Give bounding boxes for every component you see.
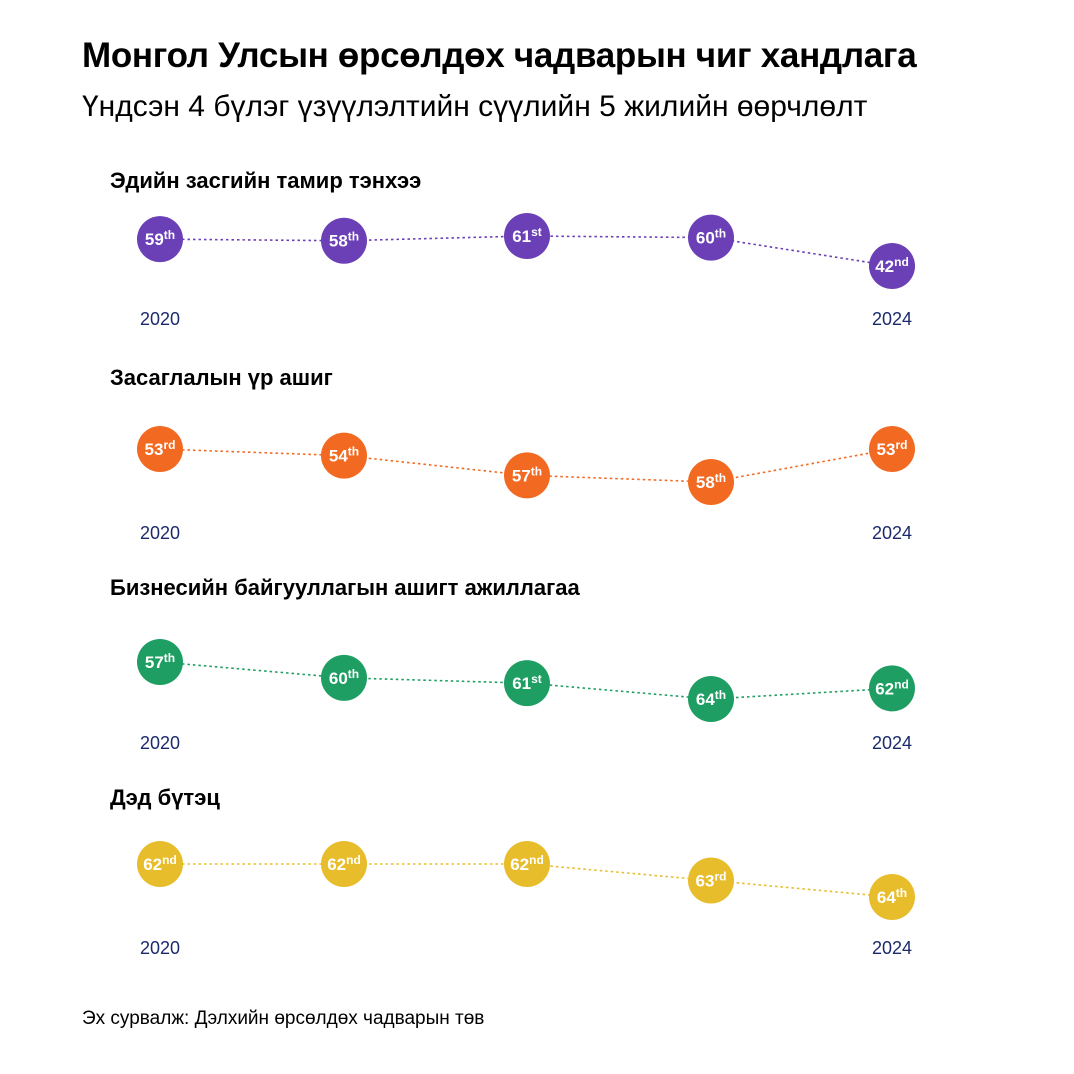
year-tick-label: 2020	[140, 733, 180, 753]
rank-point: 59th	[137, 216, 183, 263]
rank-point: 42nd	[869, 243, 915, 289]
series-line	[159, 235, 893, 267]
rank-point: 57th	[137, 639, 183, 685]
panel-title: Засаглалын үр ашиг	[110, 365, 333, 390]
rank-label: 58th	[329, 230, 359, 251]
year-tick-label: 2020	[140, 523, 180, 543]
rank-marker	[869, 243, 915, 289]
panel-chart: 59th 58th 61st 60th 42nd 2020 2024	[137, 213, 915, 329]
rank-marker	[321, 841, 367, 887]
rank-marker	[869, 665, 915, 712]
rank-label: 62nd	[143, 853, 177, 874]
rank-point: 64th	[869, 874, 915, 920]
rank-marker	[869, 874, 915, 920]
rank-marker	[321, 654, 367, 701]
rank-label: 60th	[696, 227, 726, 248]
rank-label: 57th	[512, 464, 542, 485]
rank-marker	[137, 216, 183, 263]
panel-title: Дэд бүтэц	[110, 785, 220, 810]
rank-marker	[321, 217, 367, 264]
panel-government-efficiency: Засаглалын үр ашиг 53rd 54th 57th 58th 53rd 2…	[0, 365, 1074, 555]
rank-label: 61st	[512, 225, 542, 246]
panel-business-efficiency: Бизнесийн байгууллагын ашигт ажиллагаа 5…	[0, 575, 1074, 765]
rank-marker	[688, 857, 734, 904]
rank-point: 53rd	[869, 426, 915, 472]
rank-label: 62nd	[875, 677, 909, 698]
panel-chart: 62nd 62nd 62nd 63rd 64th 2020 2024	[137, 841, 915, 958]
rank-marker	[321, 432, 367, 479]
rank-marker	[688, 459, 734, 505]
panel-title: Бизнесийн байгууллагын ашигт ажиллагаа	[110, 575, 580, 600]
rank-point: 60th	[688, 214, 734, 261]
rank-label: 60th	[329, 667, 359, 688]
rank-label: 53rd	[877, 438, 908, 459]
rank-label: 42nd	[875, 255, 909, 276]
panel-title: Эдийн засгийн тамир тэнхээ	[110, 168, 422, 193]
rank-point: 58th	[688, 459, 734, 505]
panel-chart: 53rd 54th 57th 58th 53rd 2020 2024	[137, 426, 915, 543]
rank-point: 63rd	[688, 857, 734, 904]
rank-label: 59th	[145, 228, 175, 249]
rank-label: 63rd	[696, 870, 727, 891]
rank-label: 64th	[696, 688, 726, 709]
rank-label: 58th	[696, 471, 726, 492]
rank-marker	[869, 426, 915, 472]
year-tick-label: 2024	[872, 733, 912, 753]
year-tick-label: 2024	[872, 523, 912, 543]
source-note: Эх сурвалж: Дэлхийн өрсөлдөх чадварын тө…	[82, 1008, 485, 1029]
rank-label: 62nd	[510, 853, 544, 874]
rank-point: 60th	[321, 654, 367, 701]
rank-point: 62nd	[137, 841, 183, 887]
panel-chart: 57th 60th 61st 64th 62nd 2020 2024	[137, 639, 915, 753]
rank-point: 53rd	[137, 426, 183, 472]
rank-marker	[504, 841, 550, 887]
series-line	[159, 448, 893, 483]
year-tick-label: 2024	[872, 938, 912, 958]
rank-point: 62nd	[504, 841, 550, 887]
rank-marker	[504, 452, 550, 499]
rank-label: 62nd	[327, 853, 361, 874]
rank-point: 57th	[504, 452, 550, 499]
rank-point: 62nd	[321, 841, 367, 887]
rank-point: 62nd	[869, 665, 915, 712]
rank-point: 61st	[504, 213, 550, 259]
rank-marker	[504, 660, 550, 707]
rank-marker	[504, 213, 550, 259]
rank-marker	[688, 214, 734, 261]
rank-label: 53rd	[145, 438, 176, 459]
rank-marker	[137, 426, 183, 472]
rank-point: 61st	[504, 660, 550, 707]
rank-label: 54th	[329, 445, 359, 466]
series-line	[160, 863, 893, 898]
rank-point: 58th	[321, 217, 367, 264]
rank-marker	[137, 639, 183, 685]
year-tick-label: 2024	[872, 309, 912, 329]
year-tick-label: 2020	[140, 938, 180, 958]
rank-label: 61st	[512, 672, 542, 693]
panel-economic-performance: Эдийн засгийн тамир тэнхээ 59th 58th 61st 6…	[0, 168, 1074, 338]
series-line	[159, 661, 893, 700]
rank-marker	[137, 841, 183, 887]
rank-marker	[688, 676, 734, 722]
rank-point: 54th	[321, 432, 367, 479]
year-tick-label: 2020	[140, 309, 180, 329]
rank-point: 64th	[688, 676, 734, 722]
panel-infrastructure: Дэд бүтэц 62nd 62nd 62nd 63rd 64th 2020 2024	[0, 785, 1074, 965]
rank-label: 64th	[877, 886, 907, 907]
chart-title: Монгол Улсын өрсөлдөх чадварын чиг хандл…	[82, 36, 917, 75]
rank-label: 57th	[145, 651, 175, 672]
chart-subtitle: Үндсэн 4 бүлэг үзүүлэлтийн сүүлийн 5 жил…	[82, 90, 868, 123]
